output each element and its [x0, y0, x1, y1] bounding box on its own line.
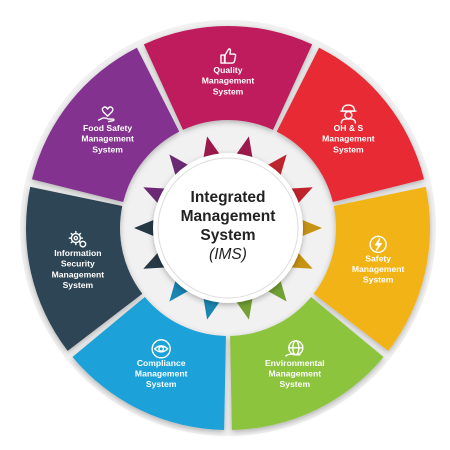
segment-safety-label-line: Management — [352, 264, 405, 274]
segment-quality — [143, 25, 313, 130]
segment-foodsafety — [31, 47, 180, 202]
segment-ohs — [276, 47, 425, 202]
segment-ohs-label-line: Management — [322, 134, 375, 144]
globe-icon — [285, 340, 304, 357]
segment-environmental-label-line: Management — [269, 368, 322, 378]
center-title-line: Integrated — [191, 189, 266, 206]
segment-compliance — [72, 296, 226, 430]
segment-quality-label-line: Quality — [213, 65, 242, 75]
segment-environmental-label-line: System — [280, 379, 311, 389]
segment-compliance-label-line: Compliance — [137, 358, 186, 368]
worker-icon — [340, 104, 357, 124]
segment-compliance-label-line: System — [146, 379, 177, 389]
segment-infosec-label-line: System — [63, 280, 94, 290]
center-disc — [153, 153, 303, 303]
segment-safety-label-line: System — [363, 275, 394, 285]
center-title-line: System — [200, 227, 255, 244]
segment-ohs-label-line: OH & S — [334, 123, 364, 133]
gears-icon — [68, 230, 87, 248]
segment-safety — [313, 186, 430, 351]
center-ring — [157, 157, 299, 299]
thumbs-up-icon — [220, 48, 237, 64]
center-title-line: Management — [181, 208, 276, 225]
segment-foodsafety-label-line: System — [92, 144, 123, 154]
segment-infosec-label-line: Information — [54, 248, 101, 258]
segment-ohs-label-line: System — [333, 144, 364, 154]
segment-infosec-label-line: Management — [52, 269, 105, 279]
segment-safety-label-line: Safety — [365, 253, 391, 263]
segment-compliance-label-line: Management — [135, 368, 188, 378]
heart-hand-icon — [97, 106, 115, 123]
segment-foodsafety-label-line: Food Safety — [83, 123, 132, 133]
segment-environmental-label-line: Environmental — [265, 358, 325, 368]
segment-environmental — [230, 296, 384, 430]
segment-infosec-label-line: Security — [61, 259, 95, 269]
segment-quality-label-line: System — [213, 86, 244, 96]
segment-quality-label-line: Management — [202, 76, 255, 86]
center-abbreviation: (IMS) — [209, 246, 247, 263]
lightning-icon — [369, 235, 387, 254]
segment-infosec — [25, 186, 143, 351]
eye-icon — [151, 339, 171, 359]
segment-foodsafety-label-line: Management — [81, 134, 134, 144]
